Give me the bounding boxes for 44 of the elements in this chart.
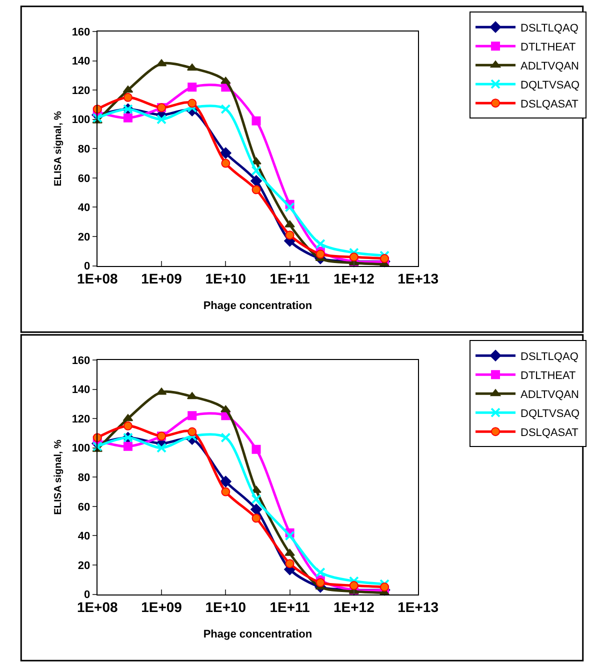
y-tick-label: 160 [72, 26, 90, 38]
x-tick-label: 1E+10 [205, 599, 246, 616]
y-tick-label: 20 [78, 560, 90, 572]
x-axis-title: Phage concentration [203, 300, 312, 312]
legend-label: DTLTHEAT [520, 370, 576, 382]
legend-label: DSLTLQAQ [520, 350, 579, 363]
x-tick-label: 1E+08 [76, 270, 118, 287]
y-tick-label: 40 [78, 202, 90, 214]
x-tick-label: 1E+08 [76, 599, 118, 616]
x-tick-label: 1E+11 [270, 599, 310, 616]
x-tick-label: 1E+09 [141, 270, 182, 287]
x-tick-label: 1E+12 [333, 599, 375, 616]
x-tick-label: 1E+13 [398, 599, 439, 616]
y-tick-label: 60 [78, 501, 90, 514]
x-tick-label: 1E+12 [333, 270, 375, 287]
legend-label: ADLTVQAN [520, 388, 580, 401]
y-tick-label: 0 [84, 589, 90, 602]
y-tick-label: 20 [78, 231, 90, 244]
x-tick-label: 1E+13 [398, 270, 439, 287]
x-axis-title: Phage concentration [203, 628, 312, 640]
legend-label: DQLTVSAQ [520, 79, 580, 92]
legend-label: DSLTLQAQ [520, 22, 579, 34]
legend-label: DSLQASAT [520, 426, 579, 439]
y-tick-label: 160 [72, 354, 90, 367]
x-tick-label: 1E+11 [270, 270, 310, 287]
x-tick-label: 1E+09 [141, 599, 182, 616]
legend-label: DQLTVSAQ [520, 408, 580, 420]
legend-label: ADLTVQAN [520, 60, 580, 72]
y-tick-label: 100 [72, 442, 90, 455]
y-tick-label: 140 [72, 384, 90, 396]
y-tick-label: 100 [72, 114, 90, 126]
y-axis-title: ELISA signal, % [52, 439, 64, 515]
y-tick-label: 60 [78, 172, 90, 185]
y-tick-label: 80 [78, 472, 90, 484]
y-tick-label: 80 [78, 144, 90, 156]
y-tick-label: 120 [72, 84, 90, 97]
y-tick-label: 140 [72, 56, 90, 68]
y-tick-label: 120 [72, 413, 90, 426]
legend-label: DSLQASAT [520, 98, 579, 110]
y-axis-title: ELISA signal, % [52, 110, 64, 186]
y-tick-label: 0 [84, 260, 90, 273]
x-tick-label: 1E+10 [205, 270, 246, 287]
y-tick-label: 40 [78, 530, 90, 543]
legend-label: DTLTHEAT [520, 41, 576, 54]
